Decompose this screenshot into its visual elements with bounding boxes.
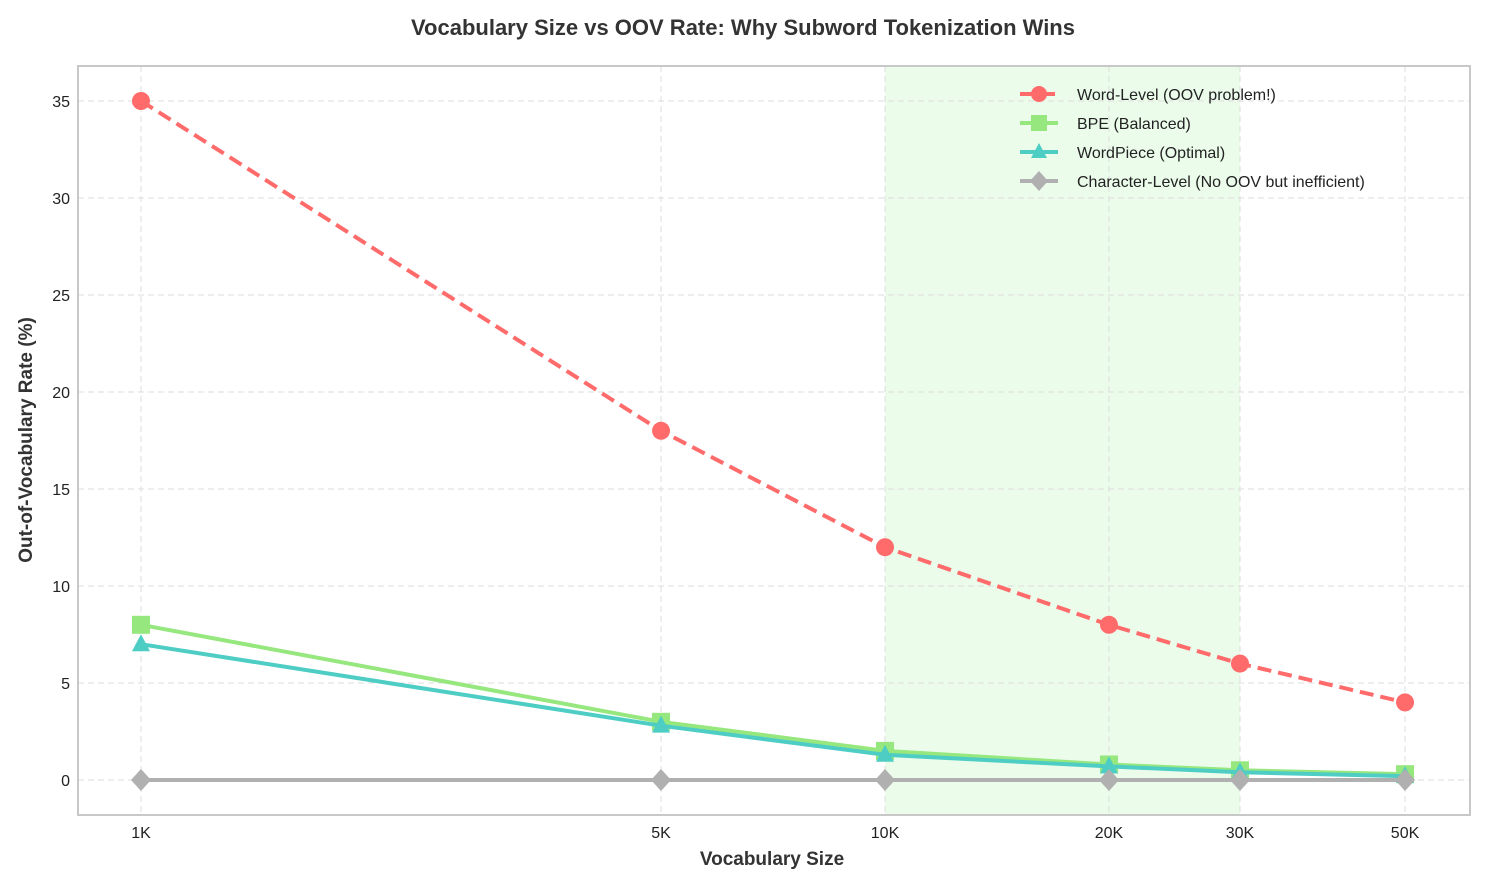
plot-frame <box>77 65 1471 816</box>
x-tick-label: 5K <box>651 825 671 842</box>
x-ticks: 1K 5K 10K 20K 30K 50K <box>131 825 1419 842</box>
data-point-triangle <box>876 744 894 762</box>
legend-item: WordPiece (Optimal) <box>1020 143 1225 162</box>
y-ticks: 0 5 10 15 20 25 30 35 <box>52 94 70 790</box>
y-tick-label: 15 <box>52 482 70 499</box>
x-axis-label: Vocabulary Size <box>700 849 844 870</box>
data-point-triangle <box>132 634 150 652</box>
legend-item: Word-Level (OOV problem!) <box>1020 86 1276 104</box>
y-axis-label: Out-of-Vocabulary Rate (%) <box>16 317 37 563</box>
y-tick-label: 30 <box>52 191 70 208</box>
x-tick-label: 10K <box>871 825 900 842</box>
data-point-circle <box>1230 654 1249 673</box>
data-point-diamond <box>1229 769 1250 791</box>
data-point-diamond <box>1395 769 1416 791</box>
y-tick-label: 0 <box>61 773 70 790</box>
data-point-circle <box>652 421 671 440</box>
series-line <box>140 642 1406 779</box>
x-tick-label: 1K <box>131 825 151 842</box>
legend: Word-Level (OOV problem!) BPE (Balanced) W… <box>1020 86 1365 191</box>
series-line <box>139 99 1406 705</box>
y-tick-label: 20 <box>52 385 70 402</box>
data-point-triangle <box>652 715 671 733</box>
data-point-triangle <box>1099 756 1118 774</box>
series-3 <box>131 769 1416 791</box>
data-point-circle <box>1099 615 1118 634</box>
x-tick-label: 20K <box>1095 825 1124 842</box>
data-point-circle <box>132 92 150 110</box>
data-point-diamond <box>651 769 672 791</box>
y-tick-label: 10 <box>52 579 70 596</box>
x-tick-label: 30K <box>1226 825 1255 842</box>
data-point-square <box>132 615 150 634</box>
x-tick-label: 50K <box>1391 825 1420 842</box>
y-tick-label: 25 <box>52 288 70 305</box>
data-point-diamond <box>875 769 895 791</box>
data-point-circle <box>1396 693 1415 712</box>
legend-item: Character-Level (No OOV but inefficient) <box>1020 171 1365 191</box>
data-point-diamond <box>1030 171 1048 191</box>
data-point-triangle <box>1031 143 1047 158</box>
data-point-circle <box>1031 86 1047 102</box>
data-point-diamond <box>1098 769 1119 791</box>
legend-label: BPE (Balanced) <box>1077 116 1191 133</box>
data-point-circle <box>876 538 894 557</box>
legend-label: Character-Level (No OOV but inefficient) <box>1077 174 1365 191</box>
data-point-diamond <box>131 769 151 791</box>
shaded-band <box>885 66 1240 815</box>
legend-label: Word-Level (OOV problem!) <box>1077 87 1276 104</box>
series-lines <box>131 92 1416 791</box>
chart-title: Vocabulary Size vs OOV Rate: Why Subword… <box>411 15 1075 40</box>
legend-item: BPE (Balanced) <box>1020 115 1191 133</box>
legend-label: WordPiece (Optimal) <box>1077 145 1225 162</box>
y-tick-label: 5 <box>61 676 70 693</box>
series-0 <box>132 92 1415 712</box>
y-tick-label: 35 <box>52 94 70 111</box>
data-point-square <box>1031 115 1047 131</box>
shaded-region <box>885 66 1240 815</box>
